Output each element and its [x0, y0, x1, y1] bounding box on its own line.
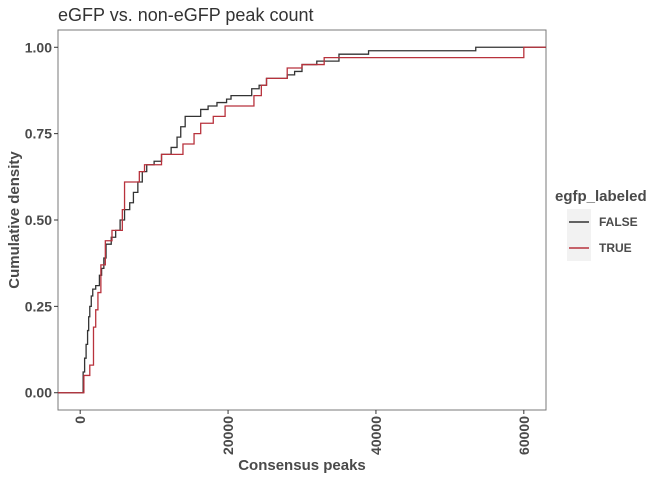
y-axis: 0.00 0.25 0.50 0.75 1.00	[25, 39, 58, 401]
plot-panel	[57, 29, 547, 411]
y-tick-label: 1.00	[25, 39, 52, 55]
legend-label: TRUE	[599, 241, 632, 255]
x-tick-label: 0	[72, 416, 88, 424]
y-tick-label: 0.75	[25, 126, 52, 142]
x-tick-label: 60000	[516, 416, 532, 455]
y-tick-label: 0.00	[25, 385, 52, 401]
x-tick-label: 20000	[220, 416, 236, 455]
x-axis: 0 20000 40000 60000	[72, 410, 532, 455]
legend: egfp_labeled FALSE TRUE	[555, 188, 647, 261]
series-line-true	[58, 46, 546, 394]
y-axis-label: Cumulative density	[6, 151, 23, 289]
legend-label: FALSE	[599, 215, 638, 229]
series-lines	[58, 46, 546, 394]
legend-title: egfp_labeled	[555, 188, 647, 205]
x-axis-label: Consensus peaks	[238, 457, 366, 474]
y-tick-label: 0.25	[25, 298, 52, 314]
x-tick-label: 40000	[368, 416, 384, 455]
chart-title: eGFP vs. non-eGFP peak count	[58, 5, 313, 25]
y-tick-label: 0.50	[25, 212, 52, 228]
